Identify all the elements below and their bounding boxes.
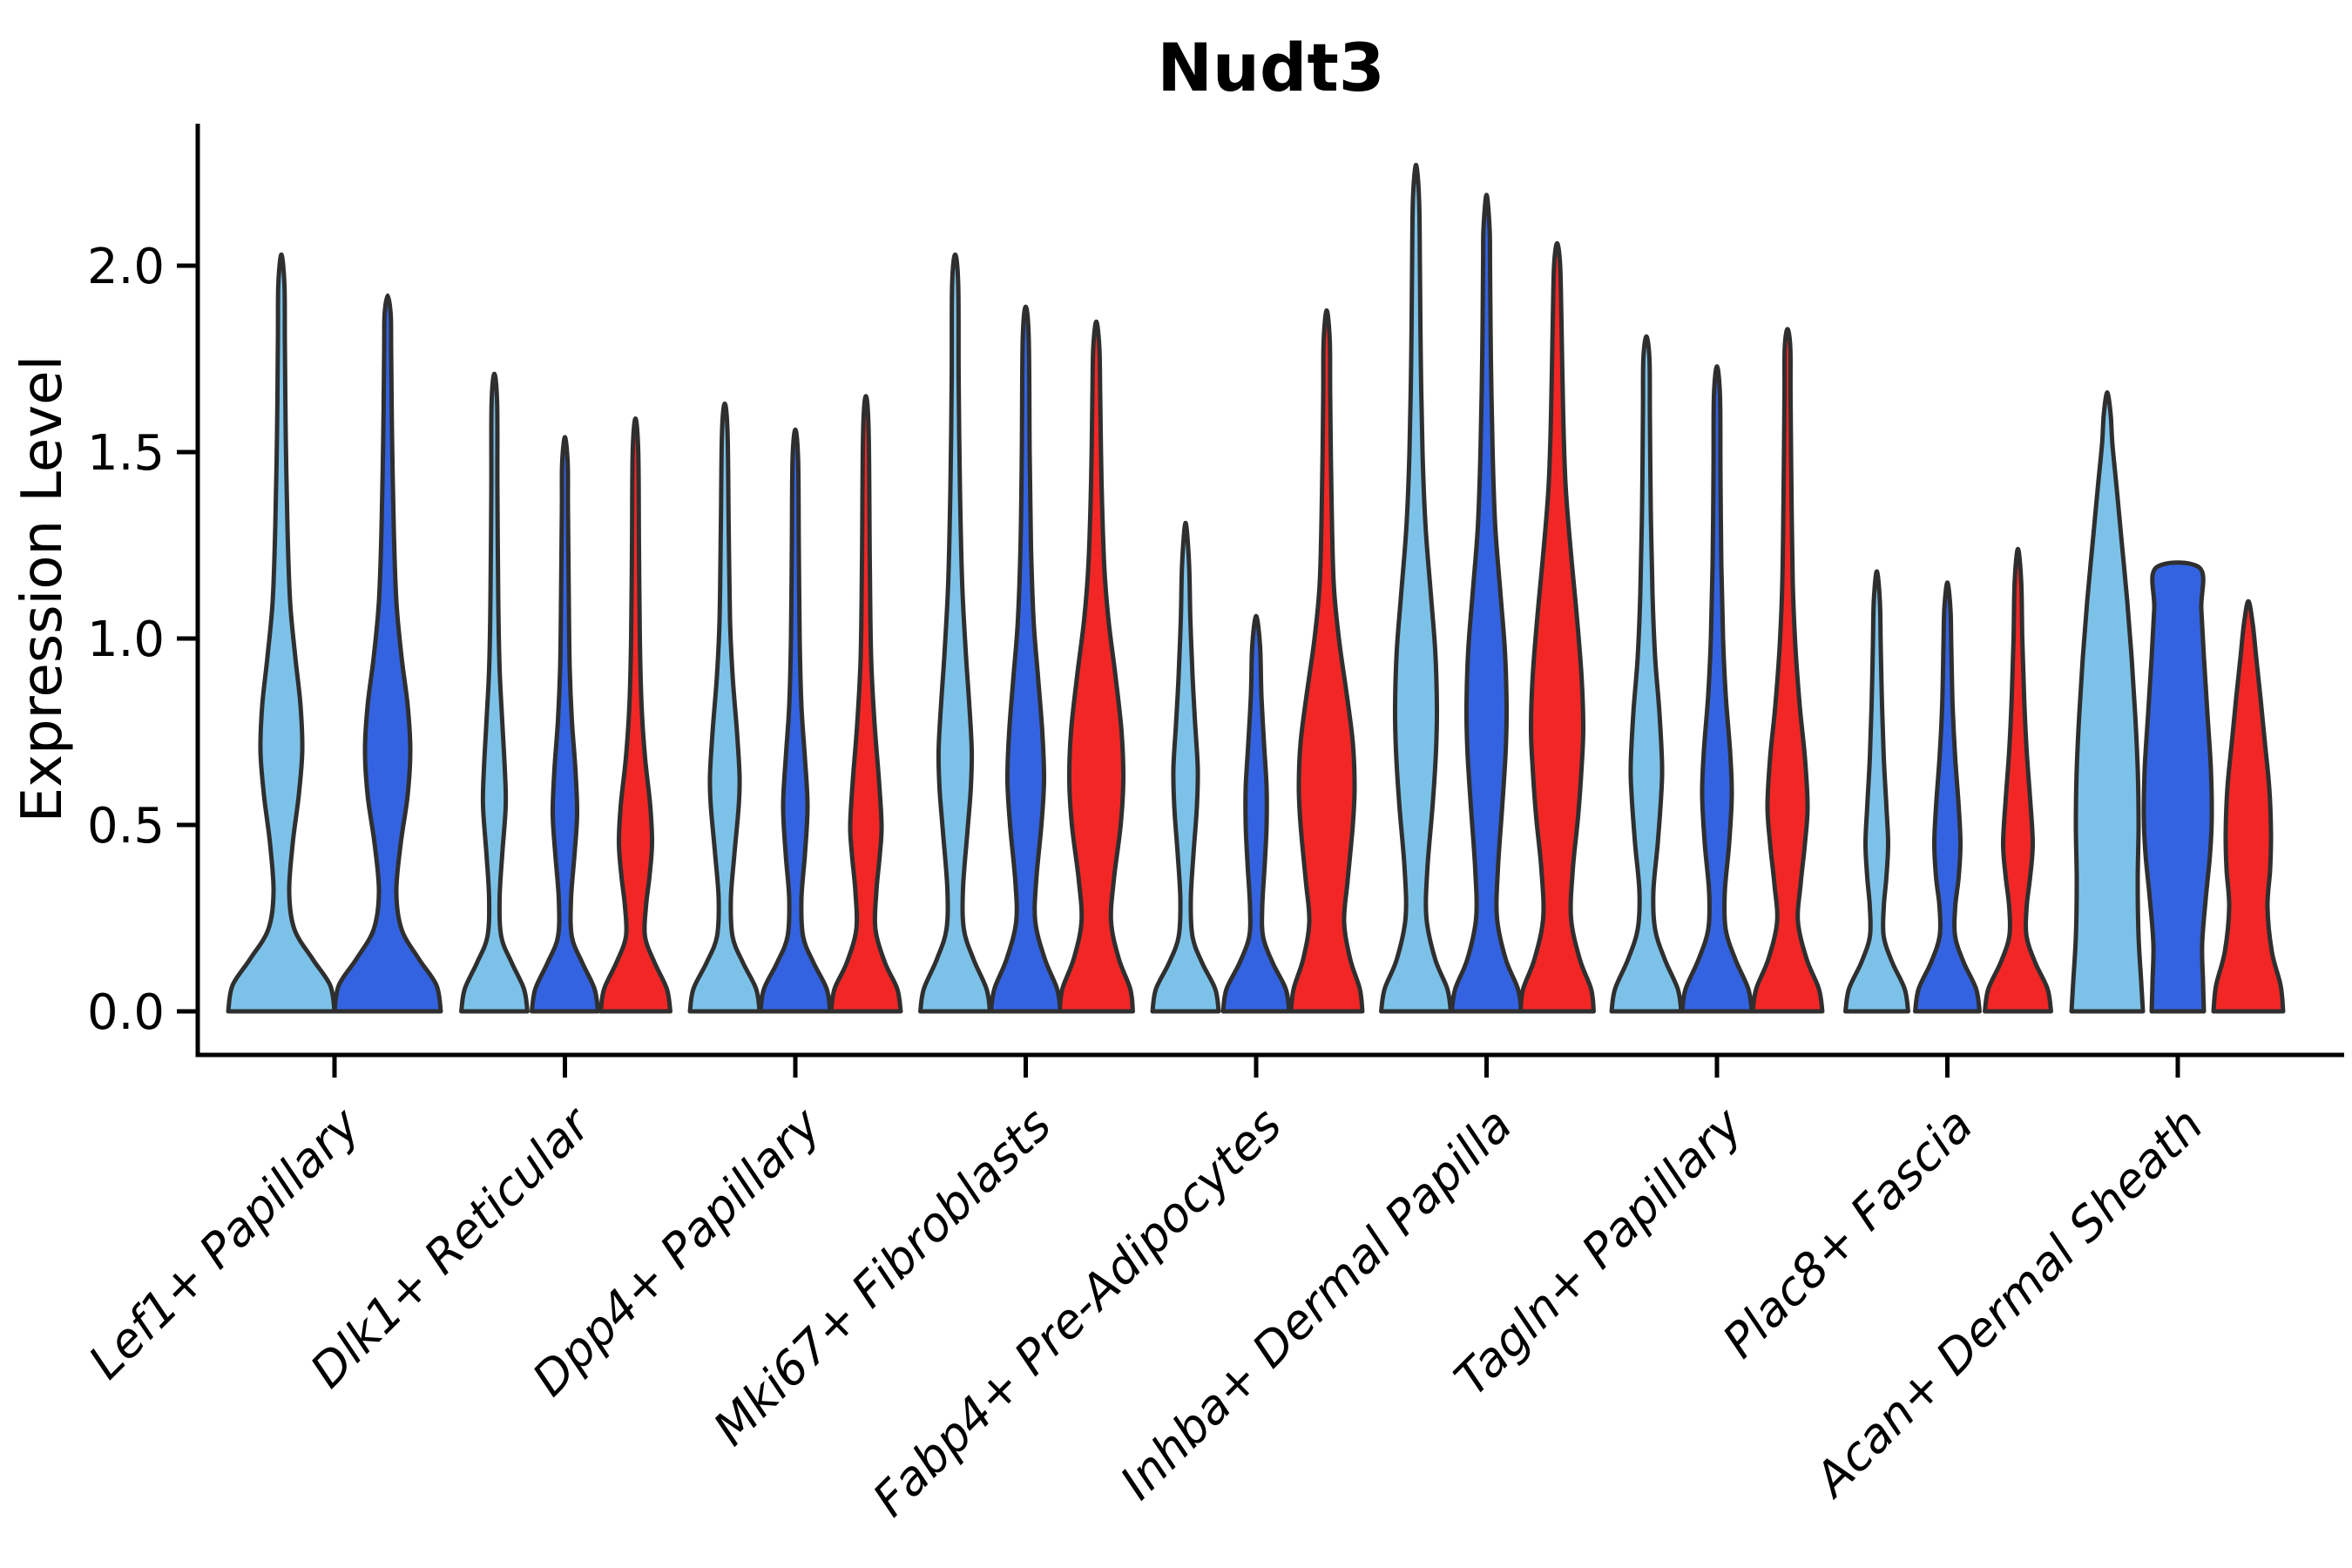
violin-inhba-dark_blue	[1450, 193, 1524, 1014]
violin-fabp4-dark_blue	[1220, 613, 1292, 1014]
x-tick-label: Inhba+ Dermal Papilla	[1110, 1098, 1523, 1511]
y-tick-label: 0.0	[87, 984, 165, 1041]
violin-dlk1-red	[598, 416, 672, 1014]
violin-inhba-light_blue	[1379, 162, 1453, 1014]
x-tick-label: Acan+ Dermal Sheath	[1802, 1098, 2213, 1509]
y-tick-label: 2.0	[87, 239, 165, 295]
violin-acan-red	[2211, 598, 2286, 1014]
violin-tagln-light_blue	[1609, 334, 1684, 1014]
y-ticks: 0.0 0.5 1.0 1.5 2.0	[87, 239, 198, 1041]
violin-fabp4-red	[1288, 308, 1365, 1014]
y-tick-label: 1.0	[87, 612, 165, 668]
violin-tagln-red	[1750, 327, 1825, 1014]
violin-dlk1-light_blue	[459, 371, 530, 1014]
violin-lef1-dark_blue	[332, 293, 443, 1014]
violin-dlk1-dark_blue	[530, 435, 600, 1014]
violin-inhba-red	[1518, 240, 1596, 1014]
violin-mki67-light_blue	[918, 252, 992, 1014]
x-tick-label: Plac8+ Fascia	[1712, 1098, 1983, 1369]
chart-title: Nudt3	[1157, 29, 1384, 106]
violin-fabp4-light_blue	[1150, 520, 1221, 1014]
violin-acan-dark_blue	[2141, 560, 2214, 1014]
violin-dpp4-dark_blue	[758, 427, 833, 1014]
violin-dpp4-red	[828, 394, 903, 1014]
x-tick-label: Fabp4+ Pre-Adipocytes	[862, 1098, 1292, 1527]
violin-mki67-red	[1058, 319, 1135, 1014]
violin-mki67-dark_blue	[989, 304, 1063, 1014]
y-axis-label: Expression Level	[10, 355, 75, 823]
violin-lef1-light_blue	[226, 252, 337, 1014]
violin-dpp4-light_blue	[687, 401, 762, 1014]
violin-tagln-dark_blue	[1680, 364, 1754, 1014]
violin-plac8-light_blue	[1843, 569, 1910, 1014]
axes	[195, 124, 2344, 1058]
y-tick-label: 1.5	[87, 425, 165, 482]
violin-plac8-red	[1983, 546, 2053, 1014]
y-tick-label: 0.5	[87, 798, 165, 855]
violin-plac8-dark_blue	[1913, 580, 1982, 1014]
violin-acan-light_blue	[2069, 390, 2146, 1014]
violin-series-group	[226, 162, 2286, 1014]
